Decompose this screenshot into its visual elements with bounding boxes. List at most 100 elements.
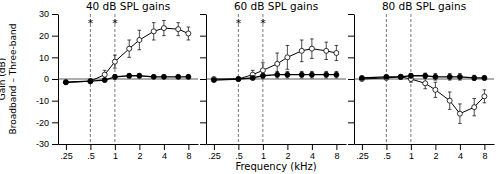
y-axis-title-line: Broadband – Three-band — [8, 24, 18, 135]
error-bar — [448, 74, 452, 81]
point — [137, 73, 142, 78]
point — [324, 72, 329, 77]
panel: .25.5124880 dB SPL gains — [348, 0, 495, 161]
y-tick: -20 — [36, 118, 58, 128]
error-bar-cap — [335, 45, 339, 46]
x-tick-mark — [263, 144, 264, 150]
error-bar-cap — [113, 55, 117, 56]
y-tick-label: 30 — [39, 9, 49, 19]
error-bar-cap — [127, 57, 131, 58]
point — [176, 74, 181, 79]
y-tick — [348, 36, 354, 37]
error-bar — [335, 71, 339, 78]
y-tick-mark — [52, 144, 58, 145]
error-bar — [324, 42, 328, 59]
x-tick-mark — [484, 144, 485, 150]
y-tick-label: 0 — [44, 74, 49, 84]
y-tick — [348, 101, 354, 102]
point — [260, 68, 265, 73]
point — [137, 38, 142, 43]
error-bar — [409, 74, 413, 78]
x-tick: 2 — [433, 144, 438, 161]
y-tick-mark — [52, 57, 58, 58]
error-bar-cap — [458, 80, 462, 81]
y-tick: -30 — [36, 139, 58, 149]
y-tick-mark — [200, 101, 206, 102]
x-tick-mark — [435, 144, 436, 150]
error-bar-cap — [448, 73, 452, 74]
x-tick: .25 — [208, 144, 221, 161]
point — [447, 98, 452, 103]
x-tick-label: 4 — [310, 151, 315, 161]
error-bar — [138, 30, 142, 50]
panel-title: 80 dB SPL gains — [382, 0, 466, 12]
x-tick-mark — [386, 144, 387, 150]
point — [236, 77, 241, 82]
error-bar-cap — [310, 38, 314, 39]
point — [285, 72, 290, 77]
y-tick — [348, 122, 354, 123]
error-bar-cap — [152, 40, 156, 41]
y-tick-mark — [348, 79, 354, 80]
point — [309, 72, 314, 77]
error-bar-cap — [448, 92, 452, 93]
y-tick-mark — [348, 144, 354, 145]
point — [275, 61, 280, 66]
series-line — [66, 28, 189, 82]
x-tick-mark — [238, 144, 239, 150]
error-bar — [275, 53, 279, 75]
error-bar-cap — [300, 40, 304, 41]
series — [63, 21, 191, 85]
point — [275, 72, 280, 77]
error-bar-cap — [324, 59, 328, 60]
error-bar — [162, 75, 166, 78]
x-tick: 4 — [310, 144, 315, 161]
panel: .25.51248-30-20-10010203040 dB SPL gains… — [0, 0, 199, 161]
error-bar — [399, 75, 403, 78]
y-tick: -10 — [36, 96, 58, 106]
point — [161, 74, 166, 79]
error-bar — [423, 73, 427, 78]
error-bar — [286, 71, 290, 78]
error-bar-cap — [138, 30, 142, 31]
point — [63, 80, 68, 85]
error-bar-cap — [176, 35, 180, 36]
x-tick-label: 2 — [433, 151, 438, 161]
point — [398, 74, 403, 79]
error-bar — [300, 40, 304, 62]
y-tick-mark — [200, 144, 206, 145]
y-tick — [348, 14, 354, 15]
error-bar-cap — [286, 45, 290, 46]
y-tick-label: 10 — [39, 53, 49, 63]
error-bar — [89, 79, 93, 82]
y-tick-mark — [348, 57, 354, 58]
series — [359, 74, 487, 123]
x-tick: 4 — [162, 144, 167, 161]
y-tick-mark — [348, 36, 354, 37]
point — [423, 81, 428, 86]
y-axis-line — [354, 15, 355, 145]
x-axis: .25.51248 — [59, 144, 199, 161]
x-tick-label: 8 — [482, 151, 487, 161]
y-tick-mark — [52, 14, 58, 15]
x-tick-mark — [164, 144, 165, 150]
error-bar — [483, 76, 487, 80]
x-axis: .25.51248 — [207, 144, 347, 161]
error-bar-cap — [310, 58, 314, 59]
error-bar-cap — [335, 60, 339, 61]
error-bar — [176, 75, 180, 78]
y-tick: 10 — [39, 53, 58, 63]
y-axis: -30-20-100102030 — [36, 9, 59, 149]
error-bar — [300, 71, 304, 78]
x-tick-mark — [312, 144, 313, 150]
error-bar-cap — [310, 77, 314, 78]
y-tick — [348, 79, 354, 80]
error-bar — [458, 104, 462, 124]
x-tick-label: .5 — [87, 151, 95, 161]
error-bar-cap — [103, 70, 107, 71]
error-bar — [138, 74, 142, 78]
error-bar — [187, 27, 191, 40]
point — [285, 55, 290, 60]
y-axis — [348, 15, 355, 145]
point — [398, 74, 403, 79]
